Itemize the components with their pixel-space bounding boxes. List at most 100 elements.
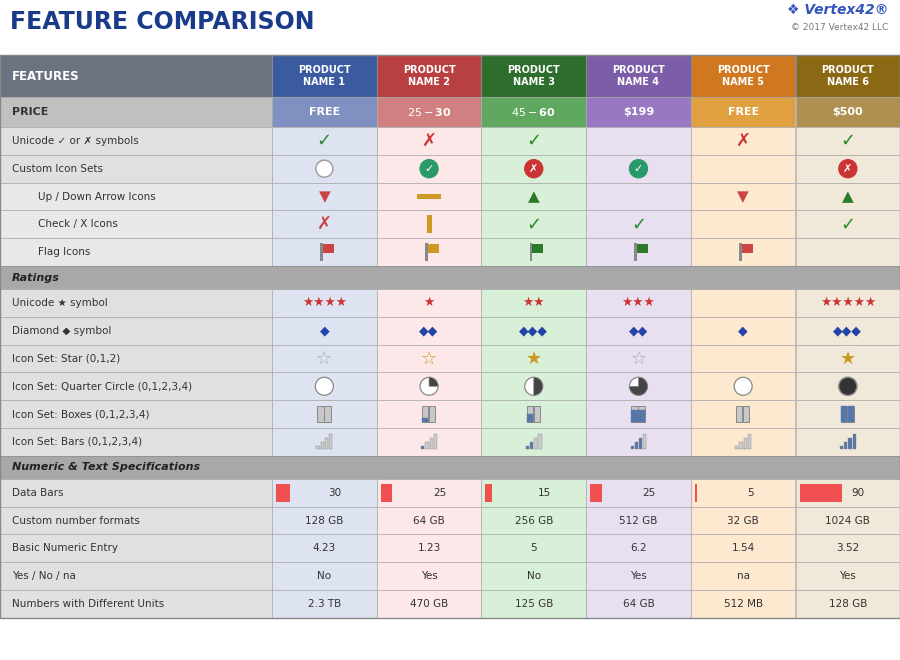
Bar [796,55,900,97]
Circle shape [316,160,333,177]
Bar [736,406,742,422]
Bar [428,244,438,253]
Bar [434,434,437,449]
Bar [320,442,324,449]
Bar [482,535,586,562]
Text: 15: 15 [537,488,551,498]
Circle shape [525,160,543,178]
Bar [482,211,586,238]
Bar [0,562,272,590]
Text: ★★★: ★★★ [622,296,655,310]
Bar [735,446,738,449]
Bar [844,442,848,449]
Bar [482,562,586,590]
Bar [482,590,586,618]
Bar [0,478,272,507]
Bar [377,590,482,618]
Text: PRODUCT
NAME 6: PRODUCT NAME 6 [822,65,874,87]
Text: ★★: ★★ [523,296,545,310]
Bar [377,562,482,590]
Text: Unicode ★ symbol: Unicode ★ symbol [12,298,108,308]
Bar [841,406,847,422]
Bar [586,372,691,400]
Bar [796,590,900,618]
Bar [272,183,377,211]
Text: Diamond ◆ symbol: Diamond ◆ symbol [12,325,112,336]
Bar [632,410,638,422]
Text: ★★★★: ★★★★ [302,296,346,310]
Text: 256 GB: 256 GB [515,515,553,525]
Bar [377,400,482,428]
Bar [691,238,796,266]
Bar [317,446,319,449]
Bar [272,507,377,535]
Bar [272,590,377,618]
Bar [535,438,537,449]
Text: 512 GB: 512 GB [619,515,658,525]
Text: 1024 GB: 1024 GB [825,515,870,525]
Bar [482,55,586,97]
Bar [377,478,482,507]
Text: 5: 5 [530,543,537,553]
Bar [482,317,586,345]
Text: $500: $500 [832,107,863,117]
Text: ◆: ◆ [738,324,748,337]
Bar [421,446,425,449]
Bar [691,507,796,535]
Text: FREE: FREE [727,107,759,117]
Bar [586,428,691,456]
Text: 30: 30 [328,488,341,498]
Text: Flag Icons: Flag Icons [38,247,90,257]
Bar [377,535,482,562]
Bar [796,535,900,562]
Bar [482,289,586,317]
Bar [482,183,586,211]
Bar [796,478,900,507]
Bar [377,211,482,238]
Circle shape [315,378,333,395]
Bar [425,243,427,261]
Text: Up / Down Arrow Icons: Up / Down Arrow Icons [38,191,156,201]
Bar [377,372,482,400]
Bar [0,456,900,478]
Bar [796,400,900,428]
Bar [796,183,900,211]
Bar [796,507,900,535]
Bar [691,155,796,183]
Circle shape [734,378,752,395]
Text: ✗: ✗ [317,215,332,233]
Bar [272,345,377,372]
Bar [272,535,377,562]
Text: Numbers with Different Units: Numbers with Different Units [12,599,164,609]
Circle shape [629,160,647,178]
Text: ★★★★★: ★★★★★ [820,296,876,310]
Bar [638,410,644,422]
Bar [482,400,586,428]
Bar [272,238,377,266]
Bar [742,244,752,253]
Bar [644,434,646,449]
Text: FEATURES: FEATURES [12,69,79,82]
Bar [272,127,377,155]
Bar [272,97,377,127]
Text: Custom Icon Sets: Custom Icon Sets [12,164,103,174]
Bar [691,562,796,590]
Bar [538,434,542,449]
Bar [740,442,742,449]
Text: ☆: ☆ [421,350,437,368]
Bar [840,446,843,449]
Text: 1.54: 1.54 [732,543,755,553]
Bar [796,155,900,183]
Bar [325,438,328,449]
Text: PRODUCT
NAME 4: PRODUCT NAME 4 [612,65,665,87]
Bar [841,406,847,422]
Bar [482,127,586,155]
Bar [482,155,586,183]
Bar [482,428,586,456]
Text: PRICE: PRICE [12,107,49,117]
Text: ◆: ◆ [320,324,329,337]
Bar [530,442,534,449]
Circle shape [839,378,857,395]
Text: ☆: ☆ [316,350,332,368]
Circle shape [839,160,857,178]
